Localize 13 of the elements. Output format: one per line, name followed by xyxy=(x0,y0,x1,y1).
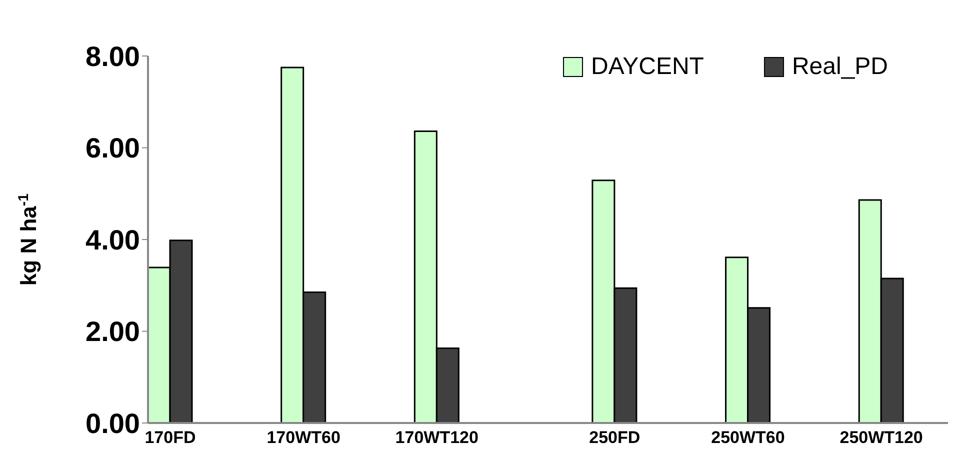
y-tick-label: 2.00 xyxy=(86,316,140,348)
x-tick-label: 250WT60 xyxy=(711,428,785,448)
legend-label: Real_PD xyxy=(792,53,888,81)
x-tick-label: 170FD xyxy=(144,428,196,448)
y-tick-label: 4.00 xyxy=(86,224,140,256)
x-tick-label: 170WT60 xyxy=(266,428,340,448)
legend-label: DAYCENT xyxy=(591,53,704,81)
x-tick-label: 250WT120 xyxy=(840,428,923,448)
y-tick-label: 0.00 xyxy=(86,408,140,439)
y-tick-label: 6.00 xyxy=(86,132,140,164)
x-tick-label: 250FD xyxy=(589,428,640,448)
y-tick-label: 8.00 xyxy=(86,40,140,72)
x-tick-label: 170WT120 xyxy=(395,428,478,448)
